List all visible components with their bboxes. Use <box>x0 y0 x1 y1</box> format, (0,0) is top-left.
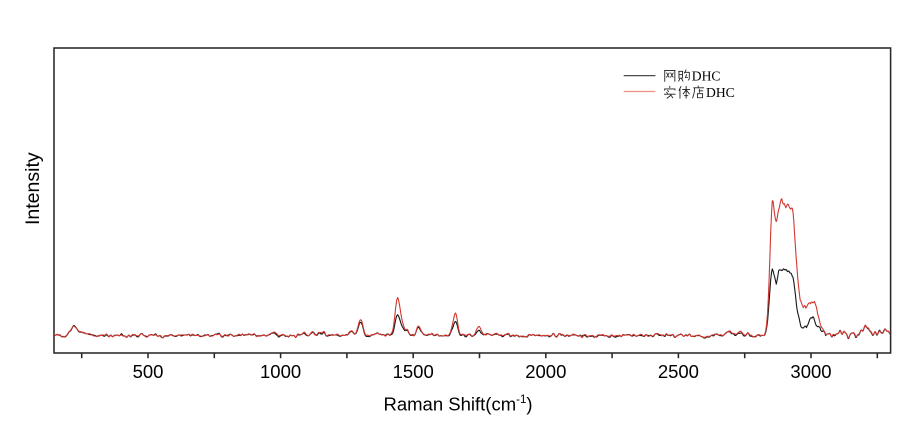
svg-text:DHC: DHC <box>706 85 735 100</box>
svg-text:3000: 3000 <box>790 361 831 382</box>
svg-text:Raman Shift(cm-1): Raman Shift(cm-1) <box>383 394 532 415</box>
svg-text:2000: 2000 <box>525 361 566 382</box>
svg-text:500: 500 <box>133 361 164 382</box>
svg-text:DHC: DHC <box>692 69 721 84</box>
svg-text:Intensity: Intensity <box>22 152 44 225</box>
svg-text:1500: 1500 <box>393 361 434 382</box>
svg-text:1000: 1000 <box>260 361 301 382</box>
svg-text:2500: 2500 <box>658 361 699 382</box>
